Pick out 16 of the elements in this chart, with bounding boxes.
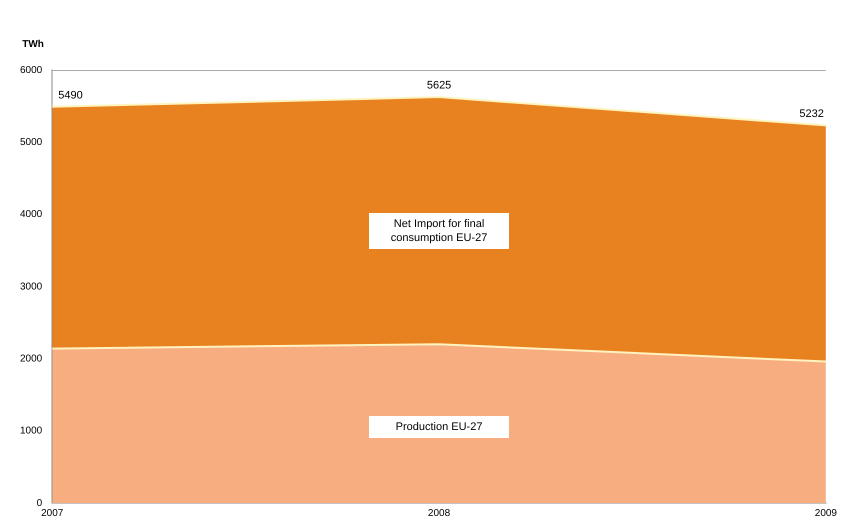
x-tick-label: 2009 — [814, 508, 838, 519]
label-box: Production EU-27 — [369, 416, 510, 438]
total-label: 5232 — [799, 108, 824, 120]
y-tick-label: 2000 — [20, 353, 43, 364]
x-tick-label: 2007 — [41, 508, 64, 519]
y-tick-label: 5000 — [20, 136, 43, 148]
y-tick-label: 0 — [36, 498, 43, 509]
y-tick-label: 4000 — [20, 209, 43, 220]
label-box: Net Import for final consumption EU-27 — [369, 212, 510, 249]
x-tick-label: 2008 — [428, 508, 451, 519]
y-tick-label: 6000 — [20, 64, 43, 76]
total-label: 5625 — [426, 80, 452, 92]
y-axis-title: TWh — [22, 38, 44, 50]
total-label: 5490 — [58, 89, 83, 102]
y-tick-label: 1000 — [20, 426, 43, 437]
y-tick-label: 3000 — [20, 281, 43, 292]
